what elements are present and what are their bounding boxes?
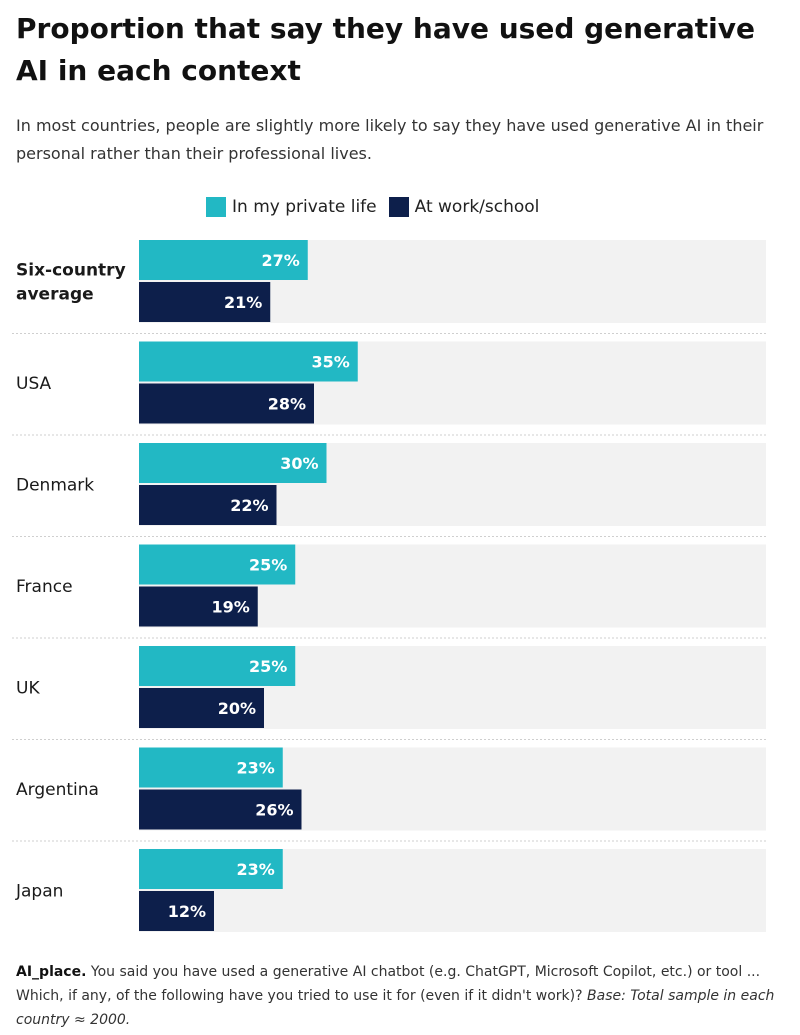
bar-work: [139, 383, 314, 424]
category-label: Argentina: [16, 780, 99, 800]
legend-swatch-private: [206, 197, 226, 217]
legend-label-work: At work/school: [414, 197, 540, 217]
bar-work: [139, 586, 258, 627]
legend-label-private: In my private life: [232, 197, 377, 217]
legend-item-work: At work/school: [388, 197, 540, 217]
data-label: 21%: [224, 293, 262, 312]
category-label: Six-country: [16, 261, 126, 281]
bar-private: [139, 646, 296, 686]
data-label: 25%: [249, 657, 287, 676]
category-label: France: [16, 577, 73, 597]
data-label: 19%: [211, 598, 249, 617]
data-label: 27%: [261, 251, 299, 270]
data-label: 22%: [230, 496, 268, 515]
data-label: 23%: [236, 759, 274, 778]
data-label: 26%: [255, 801, 293, 820]
data-label: 35%: [311, 353, 349, 372]
bar-private: [139, 544, 296, 585]
bar-private: [139, 443, 327, 483]
data-label: 25%: [249, 556, 287, 575]
chart-title: Proportion that say they have used gener…: [16, 12, 755, 87]
bar-work: [139, 789, 302, 830]
data-label: 12%: [168, 902, 206, 921]
bar-private: [139, 849, 283, 889]
bar-work: [139, 485, 277, 525]
footnote-code: AI_place.: [16, 964, 87, 980]
category-label: Japan: [15, 882, 63, 902]
chart-legend: In my private life At work/school: [206, 195, 551, 219]
footnote: AI_place. You said you have used a gener…: [16, 960, 788, 1032]
bar-private: [139, 747, 283, 788]
footnote-text: You said you have used a generative AI c…: [16, 964, 761, 1004]
legend-item-private: In my private life: [206, 197, 377, 217]
footnote-base: Base: Total sample in each country ≈ 200…: [16, 988, 775, 1028]
data-label: 30%: [280, 454, 318, 473]
category-label: UK: [16, 679, 40, 699]
bar-work: [139, 688, 264, 728]
chart-subtitle: In most countries, people are slightly m…: [16, 116, 764, 163]
category-label: USA: [16, 374, 52, 394]
category-label: average: [16, 285, 94, 305]
bar-chart: Six-country average 27% 21% USA 35% 28% Denmark…: [12, 240, 766, 932]
bar-work: [139, 282, 271, 322]
bar-private: [139, 341, 358, 382]
legend-swatch-work: [388, 197, 409, 217]
data-label: 20%: [218, 699, 256, 718]
category-label: Denmark: [16, 476, 94, 496]
data-label: 23%: [236, 860, 274, 879]
bar-private: [139, 240, 308, 280]
data-label: 28%: [268, 395, 306, 414]
bar-work: [139, 891, 214, 931]
